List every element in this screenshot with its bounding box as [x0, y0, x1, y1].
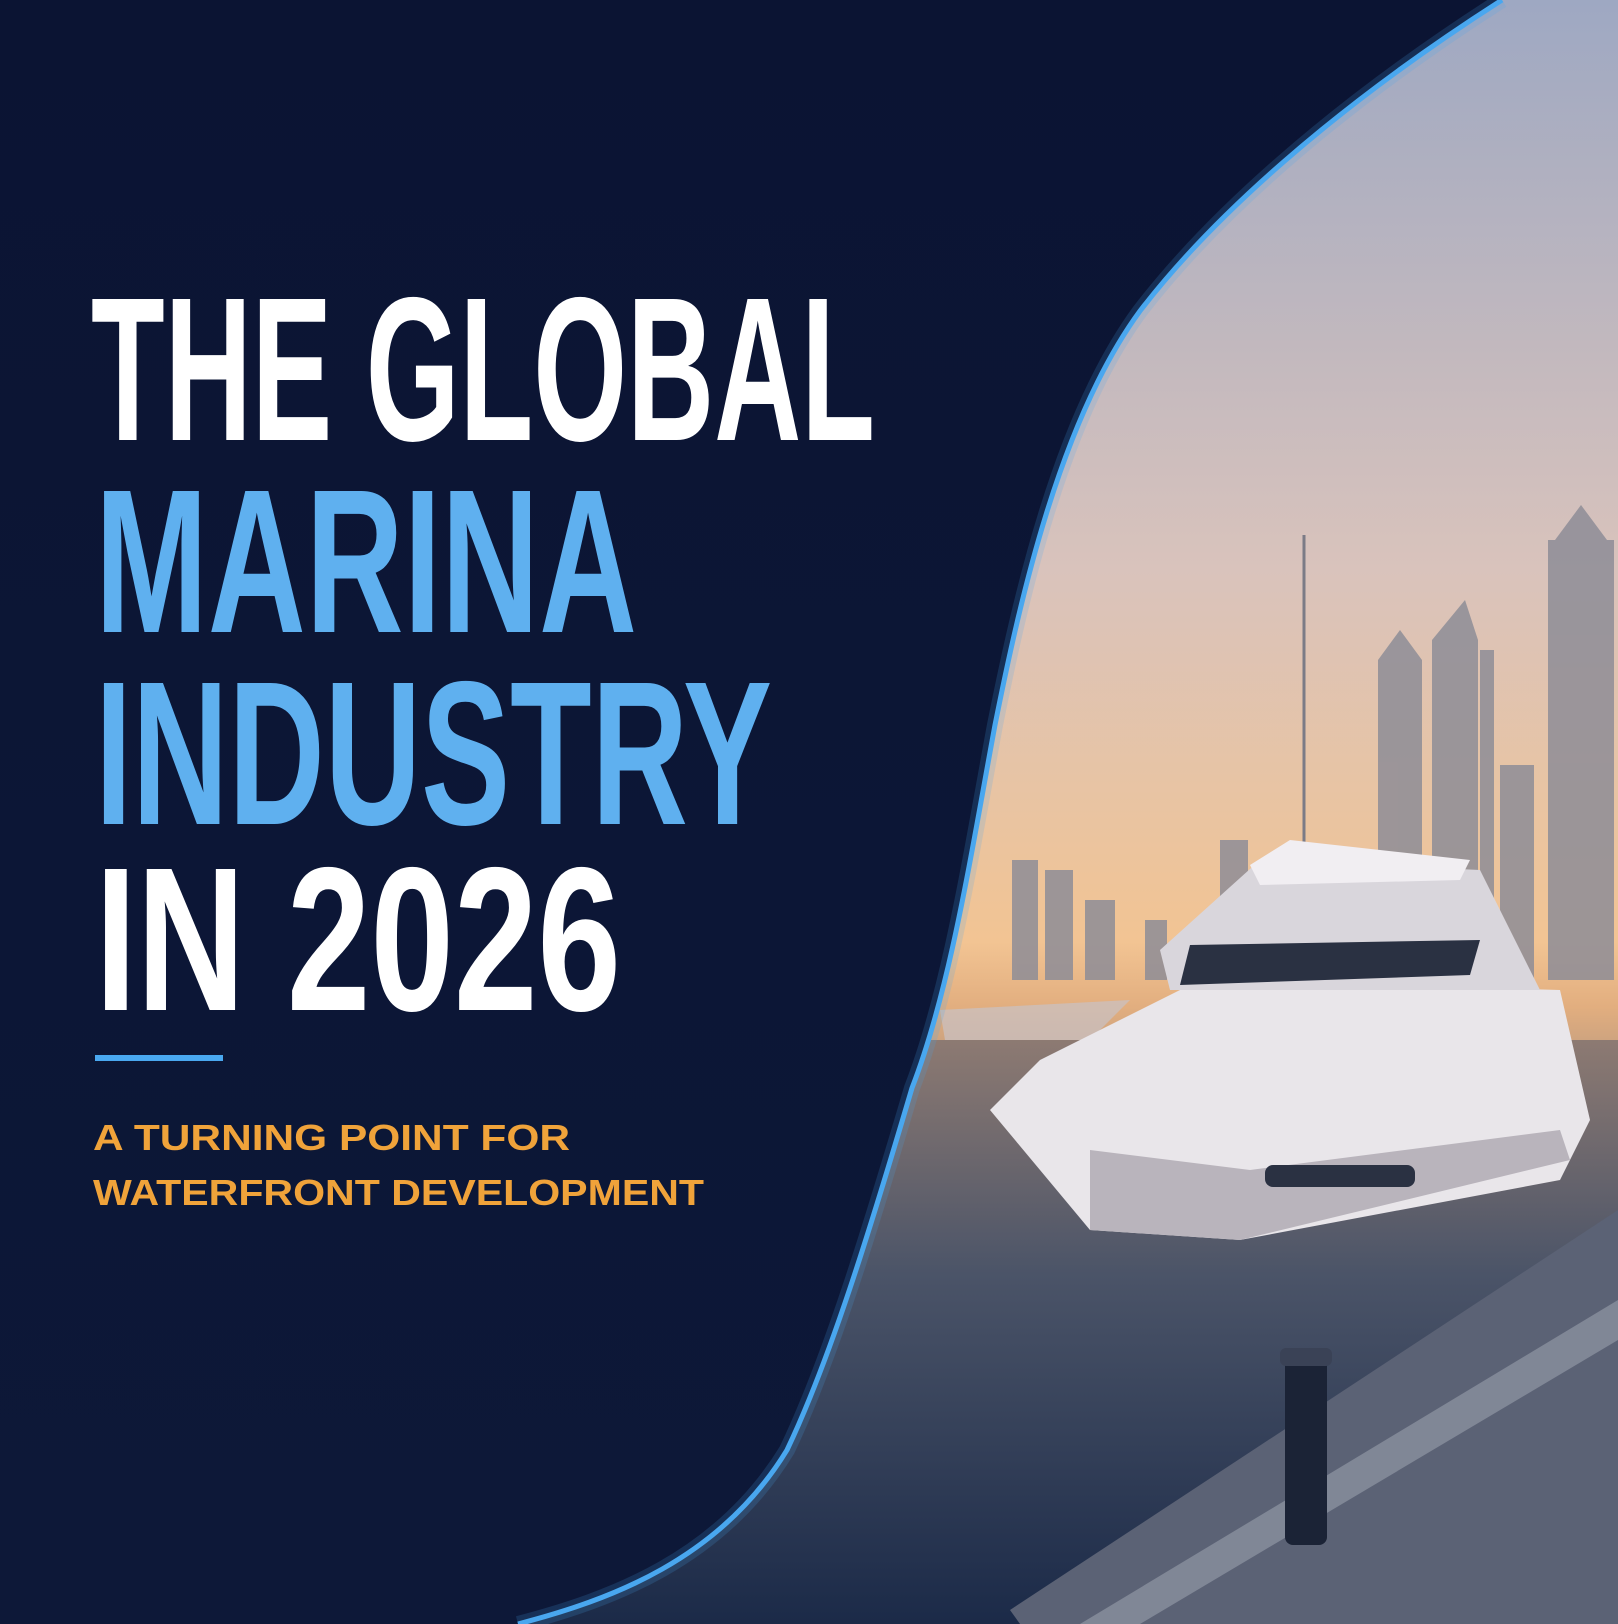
subtitle-line: A TURNING POINT FOR	[93, 1117, 570, 1158]
title-line: IN 2026	[95, 825, 621, 1054]
subtitle-line: WATERFRONT DEVELOPMENT	[93, 1172, 704, 1213]
title-line: MARINA	[95, 447, 637, 676]
title-line: THE GLOBAL	[91, 255, 875, 484]
accent-glow	[515, 0, 1507, 1624]
accent-curve	[517, 0, 1504, 1624]
divider	[95, 1055, 223, 1061]
title-line: INDUSTRY	[95, 639, 772, 868]
